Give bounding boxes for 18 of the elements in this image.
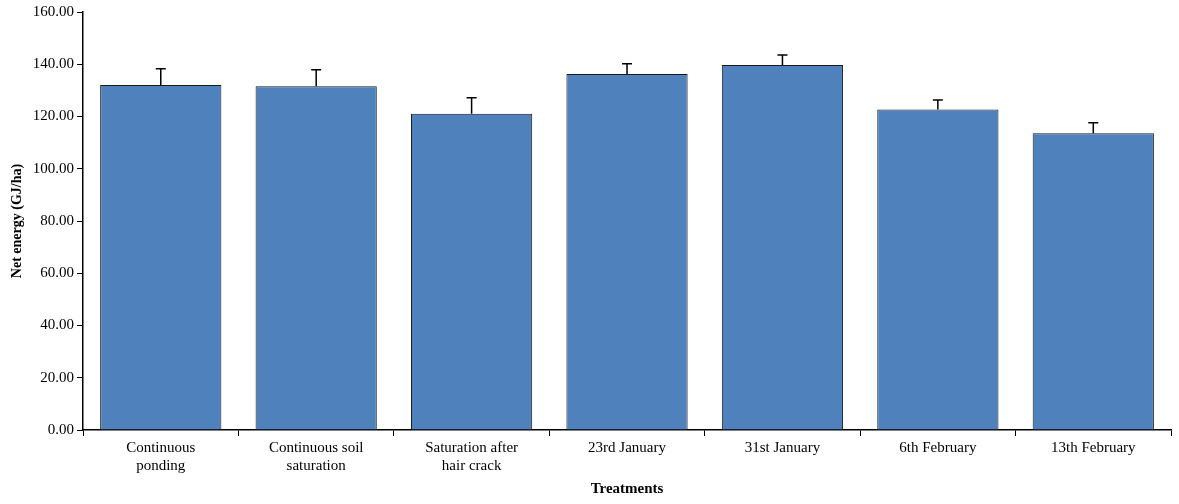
x-tick-label: Continuous ponding bbox=[126, 438, 196, 473]
x-tick-label: 6th February bbox=[899, 438, 977, 455]
y-tick-label: 40.00 bbox=[40, 316, 75, 333]
y-tick-label: 80.00 bbox=[40, 211, 75, 228]
x-tick-label: 13th February bbox=[1051, 438, 1137, 455]
y-tick-label: 60.00 bbox=[40, 264, 75, 281]
y-tick-label: 140.00 bbox=[32, 55, 75, 72]
x-tick-label: 23rd January bbox=[588, 438, 667, 455]
y-tick-label: 160.00 bbox=[32, 2, 75, 19]
y-tick-label: 0.00 bbox=[47, 420, 75, 437]
y-tick-label: 120.00 bbox=[32, 107, 75, 124]
x-tick-label: 31st January bbox=[744, 438, 821, 455]
x-tick-label: Saturation after hair crack bbox=[425, 438, 519, 473]
x-tick-label: Continuous soil saturation bbox=[268, 438, 364, 473]
y-axis-title: Net energy (GJ/ha) bbox=[9, 163, 26, 279]
y-tick-label: 100.00 bbox=[32, 159, 75, 176]
y-tick-label: 20.00 bbox=[40, 368, 75, 385]
x-axis-title: Treatments bbox=[590, 479, 664, 496]
